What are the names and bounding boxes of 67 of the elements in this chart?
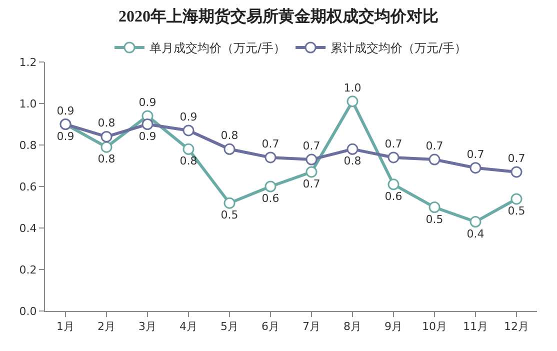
point xyxy=(224,143,236,155)
y-tick-label: 1.0 xyxy=(19,97,37,110)
x-tick-label: 1月 xyxy=(56,320,74,334)
data-label: 0.5 xyxy=(508,204,526,218)
legend-label: 累计成交均价（万元/手） xyxy=(330,41,467,56)
data-label: 0.7 xyxy=(302,177,320,190)
data-label: 0.6 xyxy=(384,190,402,203)
x-tick-label: 6月 xyxy=(262,320,280,334)
point xyxy=(470,162,482,174)
chart-title: 2020年上海期货交易所黄金期权成交均价对比 xyxy=(118,6,438,26)
data-label: 0.9 xyxy=(180,110,198,124)
data-label: 0.8 xyxy=(220,129,238,142)
point xyxy=(470,216,482,228)
data-label: 0.7 xyxy=(508,152,526,165)
point xyxy=(100,130,112,142)
data-label: 0.8 xyxy=(180,154,198,168)
x-tick-label: 7月 xyxy=(302,320,320,334)
point xyxy=(388,152,400,164)
data-label: 0.9 xyxy=(138,130,156,143)
point xyxy=(428,154,440,166)
x-tick-label: 11月 xyxy=(463,320,488,334)
data-label: 0.5 xyxy=(220,208,238,222)
point xyxy=(306,154,318,166)
x-tick-label: 2月 xyxy=(98,320,116,334)
y-tick-label: 0.6 xyxy=(19,180,37,194)
data-label: 0.7 xyxy=(262,137,280,150)
y-tick-label: 0.4 xyxy=(19,222,37,235)
y-tick-label: 0.8 xyxy=(19,138,37,152)
x-tick-label: 10月 xyxy=(422,320,447,334)
data-label: 0.9 xyxy=(138,96,156,109)
data-label: 0.8 xyxy=(98,152,116,166)
data-label: 0.6 xyxy=(262,192,280,205)
legend-label: 单月成交均价（万元/手） xyxy=(150,41,286,56)
point xyxy=(100,141,112,153)
x-tick-label: 4月 xyxy=(180,320,198,334)
data-label: 0.9 xyxy=(56,104,74,118)
data-label: 0.9 xyxy=(56,130,74,143)
x-tick-label: 12月 xyxy=(504,320,529,334)
data-label: 0.5 xyxy=(426,212,444,226)
point xyxy=(510,193,522,205)
point xyxy=(428,202,440,213)
data-label: 0.8 xyxy=(98,116,116,130)
point xyxy=(306,166,318,178)
x-tick-label: 3月 xyxy=(138,320,156,334)
x-tick-label: 8月 xyxy=(344,320,362,334)
point xyxy=(142,118,154,130)
point xyxy=(264,180,276,192)
data-label: 0.8 xyxy=(344,154,362,168)
x-tick-label: 5月 xyxy=(220,320,238,334)
data-label: 1.0 xyxy=(344,81,362,94)
data-label: 0.4 xyxy=(466,227,484,240)
x-tick-label: 9月 xyxy=(384,320,402,334)
point xyxy=(346,96,358,108)
y-tick-label: 0.0 xyxy=(19,304,37,318)
y-tick-label: 1.2 xyxy=(19,56,37,69)
point xyxy=(182,143,194,155)
point xyxy=(224,197,236,209)
point xyxy=(388,178,400,190)
y-tick-label: 0.2 xyxy=(19,263,37,276)
point xyxy=(264,152,276,164)
data-label: 0.7 xyxy=(466,148,484,161)
data-label: 0.7 xyxy=(384,137,402,150)
point xyxy=(510,166,522,178)
point xyxy=(182,124,194,136)
data-label: 0.7 xyxy=(426,140,444,153)
point xyxy=(346,143,358,155)
data-label: 0.7 xyxy=(302,140,320,153)
